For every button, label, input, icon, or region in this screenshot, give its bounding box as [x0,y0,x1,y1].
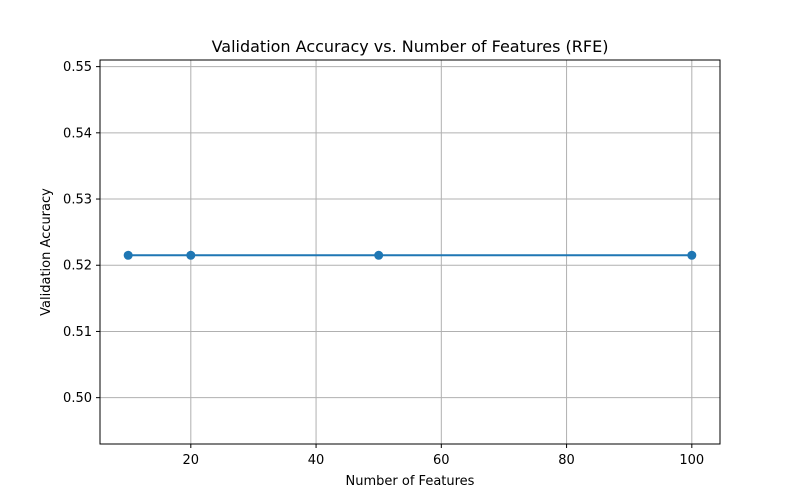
data-point [123,250,133,260]
y-tick-label: 0.53 [63,193,92,208]
axis-ticks: 20 40 60 80 100 0.50 0.51 0.52 0.53 0.54 0.55 [63,60,704,468]
y-tick-label: 0.52 [63,259,92,274]
x-tick-label: 60 [433,453,450,468]
y-tick-label: 0.51 [63,325,92,340]
y-tick-label: 0.50 [63,391,92,406]
plot-frame [99,59,721,445]
y-tick-label: 0.54 [63,126,92,141]
x-tick-label: 20 [183,453,200,468]
x-tick-label: 80 [558,453,575,468]
data-point [374,250,384,260]
data-point [687,250,697,260]
x-tick-label: 100 [679,453,704,468]
chart-title: Validation Accuracy vs. Number of Featur… [212,37,609,56]
x-axis-label: Number of Features [346,474,475,489]
y-axis-label: Validation Accuracy [39,188,54,316]
y-tick-label: 0.55 [63,60,92,75]
series-layer [123,250,697,260]
data-point [186,250,196,260]
x-tick-label: 40 [308,453,325,468]
